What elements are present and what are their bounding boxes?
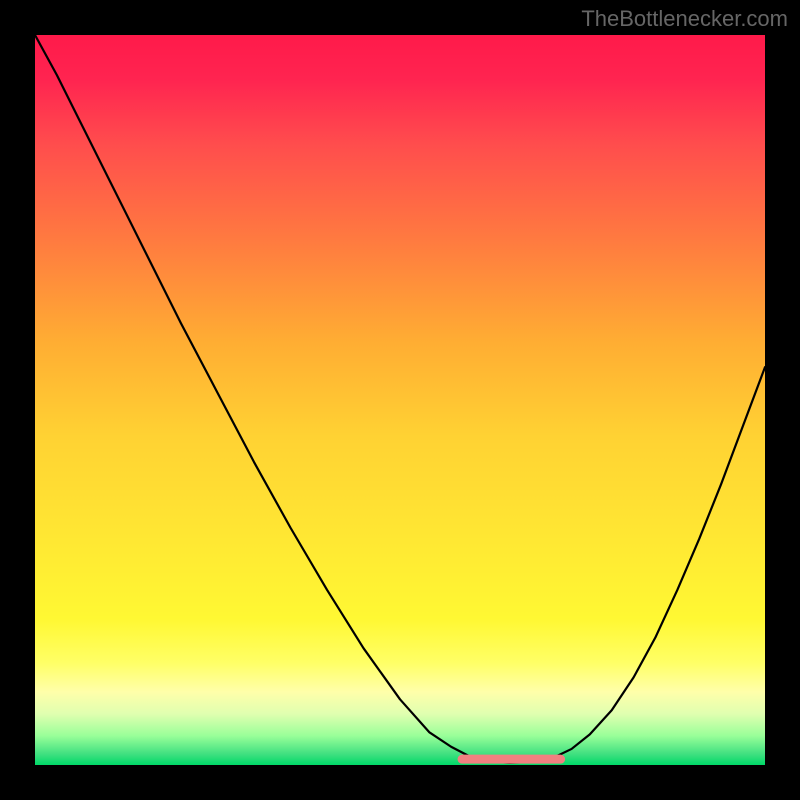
watermark-text: TheBottlenecker.com — [581, 6, 788, 32]
plot-background — [35, 35, 765, 765]
bottleneck-chart: TheBottlenecker.com — [0, 0, 800, 800]
chart-svg — [0, 0, 800, 800]
